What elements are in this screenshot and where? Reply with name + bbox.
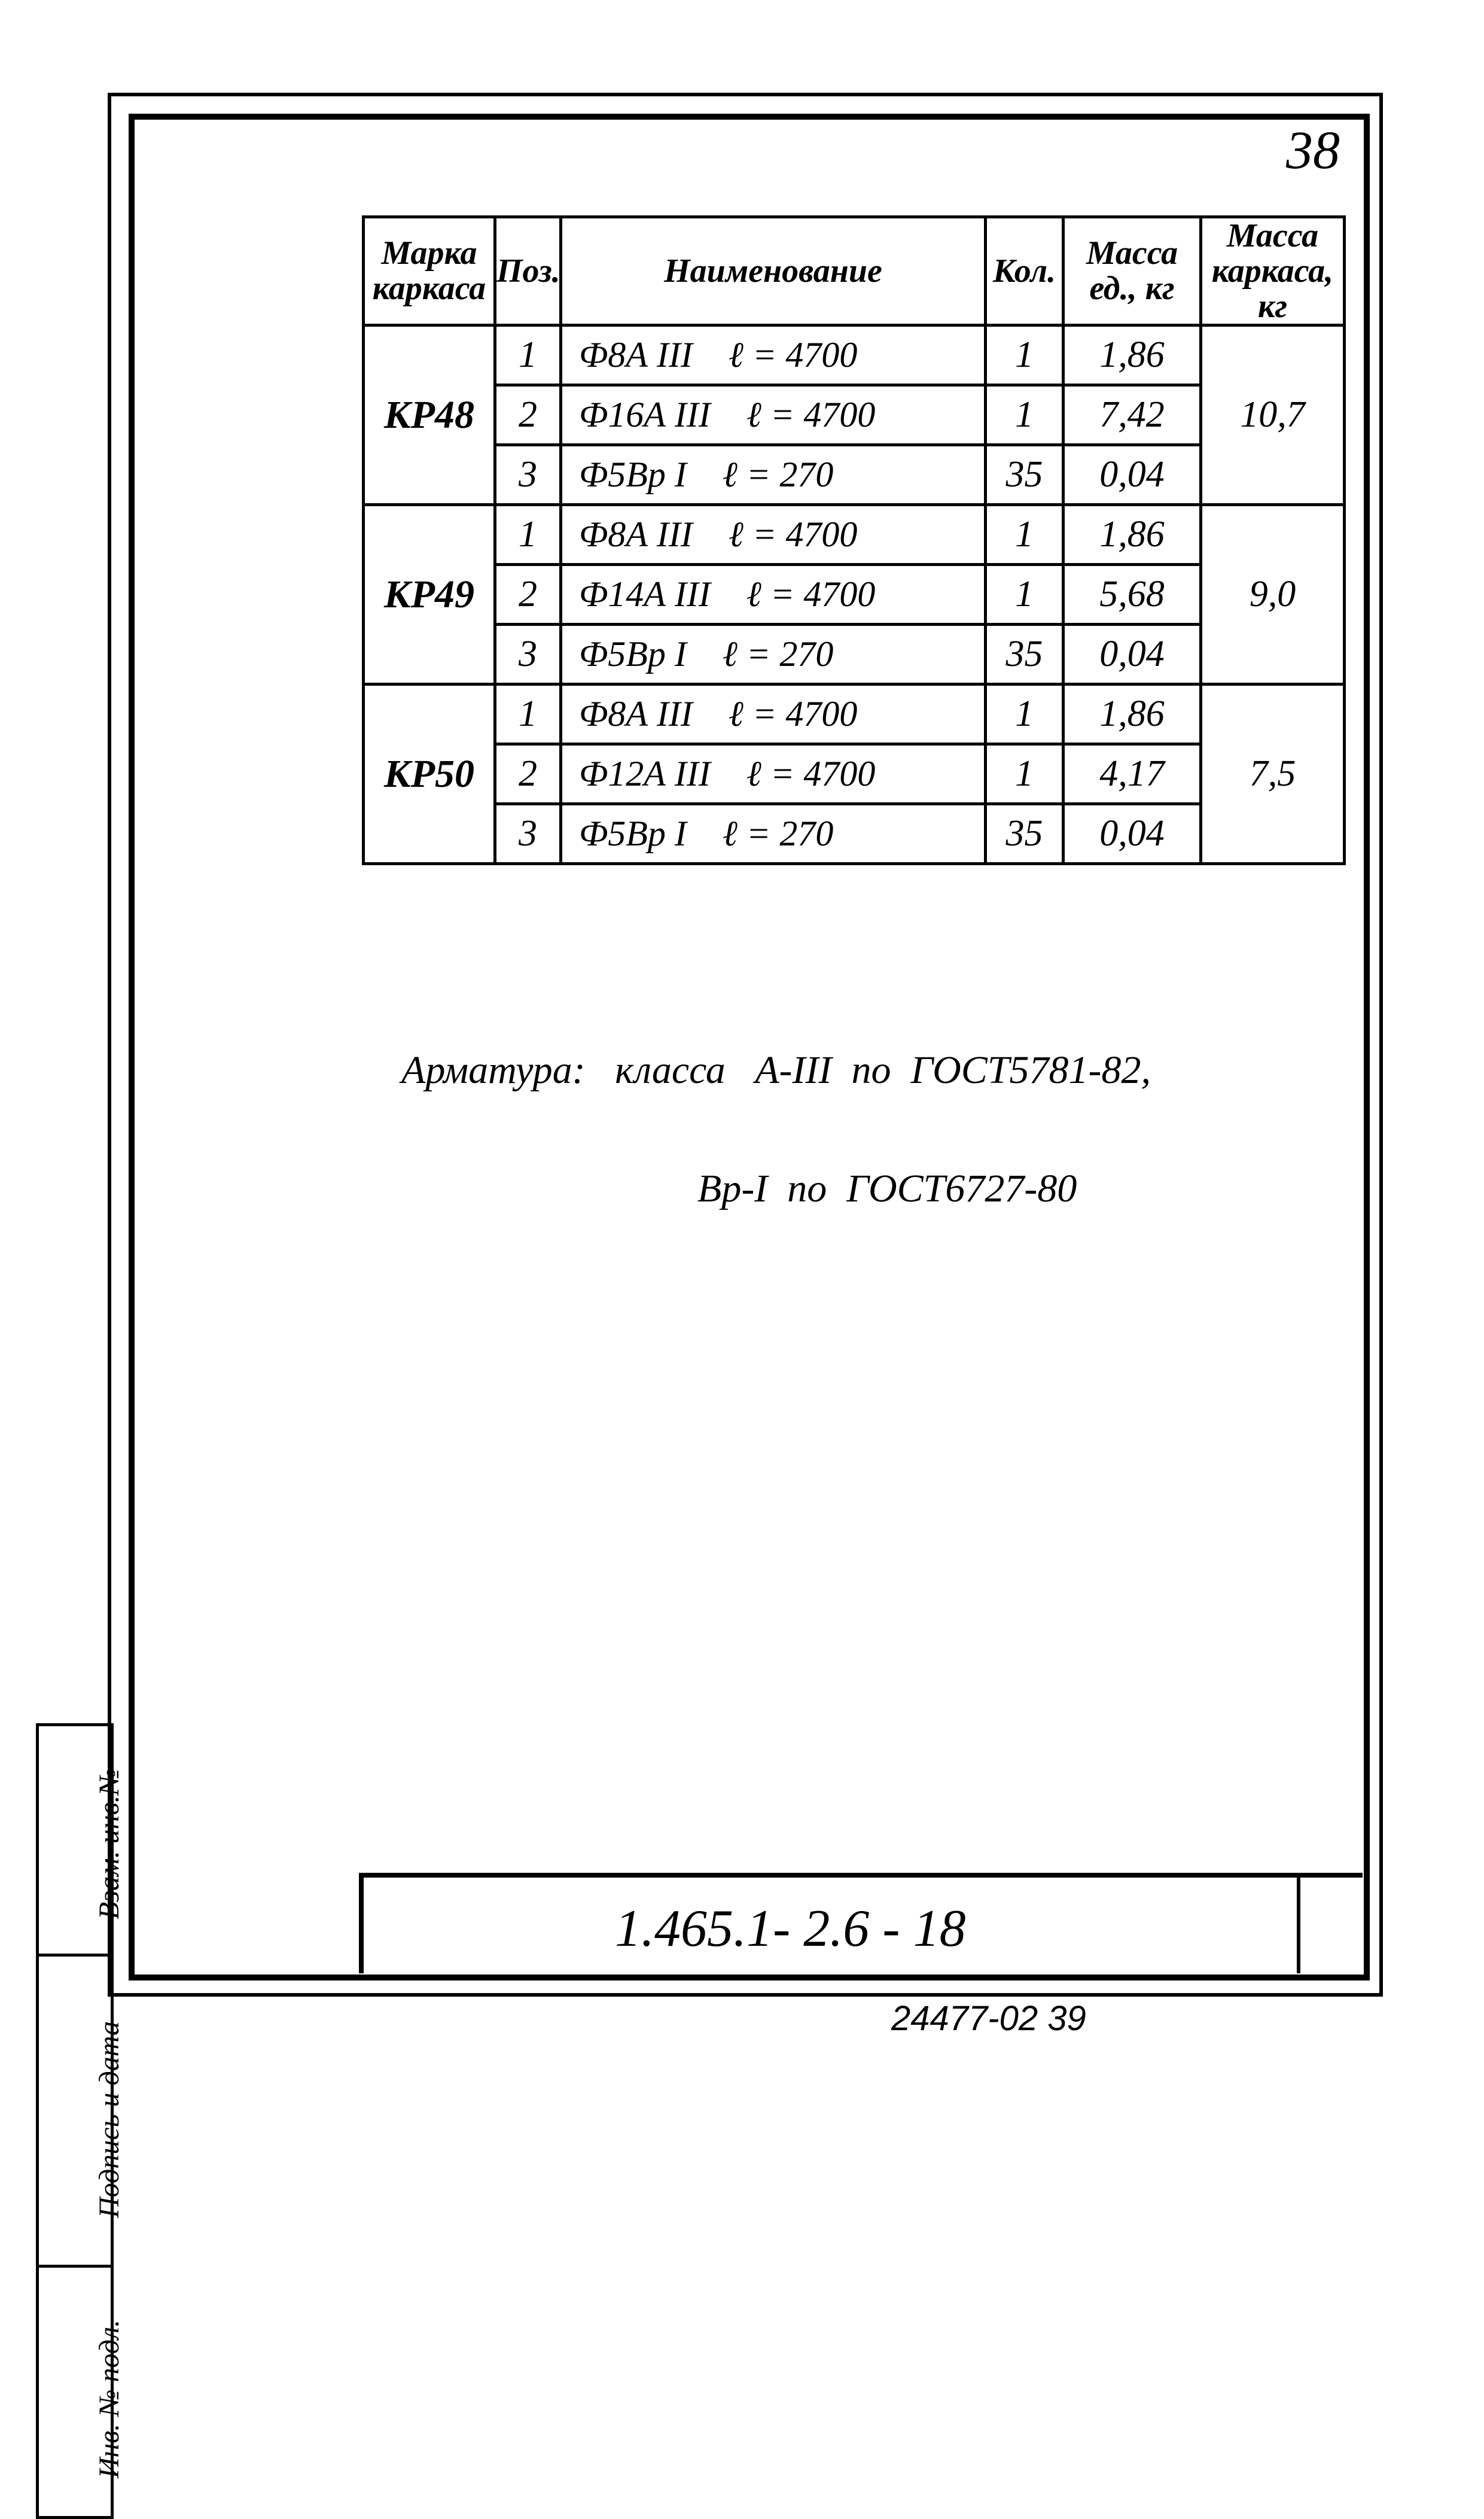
note-line-1: Арматура: класса А-III по ГОСТ5781-82, (401, 1048, 1151, 1092)
pos-cell: 1 (495, 325, 561, 385)
mark-cell: КР48 (364, 325, 495, 505)
spec-header-row: Маркакаркаса Поз. Наименование Кол. Масс… (364, 217, 1345, 325)
pos-cell: 3 (495, 804, 561, 864)
col-mass-f: Массакаркаса,кг (1201, 217, 1345, 325)
mass-unit-cell: 4,17 (1064, 744, 1201, 804)
qty-cell: 35 (986, 445, 1064, 505)
qty-cell: 1 (986, 385, 1064, 445)
name-cell: Ф5Вр Iℓ = 270 (561, 804, 986, 864)
side-label-sign: Подпись и дата (93, 2021, 126, 2218)
col-name: Наименование (561, 217, 986, 325)
name-cell: Ф8А IIIℓ = 4700 (561, 684, 986, 744)
table-row: КР481Ф8А IIIℓ = 470011,8610,7 (364, 325, 1345, 385)
qty-cell: 1 (986, 684, 1064, 744)
name-cell: Ф8А IIIℓ = 4700 (561, 325, 986, 385)
col-mass-u: Массаед., кг (1064, 217, 1201, 325)
document-number: 1.465.1- 2.6 - 18 (615, 1899, 966, 1959)
name-cell: Ф8А IIIℓ = 4700 (561, 505, 986, 565)
note-line-2: Вр-I по ГОСТ6727-80 (401, 1167, 1077, 1210)
name-cell: Ф5Вр Iℓ = 270 (561, 625, 986, 684)
spec-table: Маркакаркаса Поз. Наименование Кол. Масс… (362, 215, 1346, 865)
mass-frame-cell: 7,5 (1201, 684, 1345, 864)
mass-unit-cell: 5,68 (1064, 565, 1201, 625)
pos-cell: 1 (495, 505, 561, 565)
qty-cell: 35 (986, 625, 1064, 684)
qty-cell: 35 (986, 804, 1064, 864)
mass-unit-cell: 0,04 (1064, 625, 1201, 684)
col-mark: Маркакаркаса (364, 217, 495, 325)
col-pos: Поз. (495, 217, 561, 325)
table-row: 3Ф5Вр Iℓ = 270350,04 (364, 625, 1345, 684)
mass-frame-cell: 9,0 (1201, 505, 1345, 684)
mass-frame-cell: 10,7 (1201, 325, 1345, 505)
mass-unit-cell: 7,42 (1064, 385, 1201, 445)
table-row: КР491Ф8А IIIℓ = 470011,869,0 (364, 505, 1345, 565)
qty-cell: 1 (986, 565, 1064, 625)
qty-cell: 1 (986, 325, 1064, 385)
qty-cell: 1 (986, 744, 1064, 804)
table-row: 2Ф12А IIIℓ = 470014,17 (364, 744, 1345, 804)
mass-unit-cell: 1,86 (1064, 684, 1201, 744)
qty-cell: 1 (986, 505, 1064, 565)
title-block-divider (1297, 1878, 1300, 1973)
mass-unit-cell: 0,04 (1064, 804, 1201, 864)
mass-unit-cell: 1,86 (1064, 325, 1201, 385)
mass-unit-cell: 0,04 (1064, 445, 1201, 505)
side-seg-2 (39, 2265, 111, 2268)
side-seg-1 (39, 1954, 111, 1957)
pos-cell: 3 (495, 445, 561, 505)
pos-cell: 3 (495, 625, 561, 684)
title-block: 1.465.1- 2.6 - 18 (359, 1873, 1363, 1973)
table-row: КР501Ф8А IIIℓ = 470011,867,5 (364, 684, 1345, 744)
pos-cell: 1 (495, 684, 561, 744)
mass-unit-cell: 1,86 (1064, 505, 1201, 565)
table-row: 2Ф16А IIIℓ = 470017,42 (364, 385, 1345, 445)
reinforcement-note: Арматура: класса А-III по ГОСТ5781-82, В… (362, 981, 1151, 1277)
pos-cell: 2 (495, 744, 561, 804)
pos-cell: 2 (495, 385, 561, 445)
pos-cell: 2 (495, 565, 561, 625)
drawing-sheet: 38 Маркакаркаса Поз. Наименование Кол. М… (0, 0, 1484, 2098)
col-qty: Кол. (986, 217, 1064, 325)
side-label-vzam: Взам. инв.№ (93, 1768, 126, 1919)
name-cell: Ф16А IIIℓ = 4700 (561, 385, 986, 445)
name-cell: Ф5Вр Iℓ = 270 (561, 445, 986, 505)
table-row: 2Ф14А IIIℓ = 470015,68 (364, 565, 1345, 625)
table-row: 3Ф5Вр Iℓ = 270350,04 (364, 445, 1345, 505)
table-row: 3Ф5Вр Iℓ = 270350,04 (364, 804, 1345, 864)
side-label-inv: Инв. № подл. (93, 2320, 126, 2478)
sheet-footer: 24477-02 39 (891, 1998, 1086, 2039)
name-cell: Ф14А IIIℓ = 4700 (561, 565, 986, 625)
name-cell: Ф12А IIIℓ = 4700 (561, 744, 986, 804)
gost-side-strip: Инв. № подл. Подпись и дата Взам. инв.№ (36, 1723, 114, 2519)
mark-cell: КР49 (364, 505, 495, 684)
page-number: 38 (1286, 120, 1340, 181)
mark-cell: КР50 (364, 684, 495, 864)
